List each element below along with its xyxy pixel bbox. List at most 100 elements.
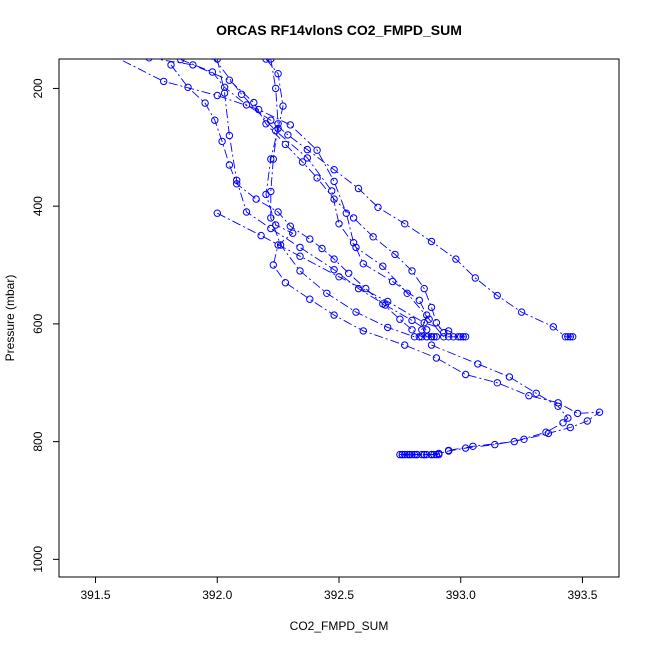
data-point — [388, 277, 397, 286]
data-point — [474, 360, 482, 368]
data-point — [401, 450, 409, 459]
data-point — [274, 208, 282, 216]
y-tick-label: 200 — [31, 78, 45, 98]
data-point — [279, 102, 287, 110]
data-point — [318, 244, 326, 253]
data-point — [418, 450, 426, 459]
data-point — [201, 99, 209, 107]
data-point — [313, 174, 321, 182]
data-point — [420, 450, 428, 459]
data-point — [469, 442, 477, 450]
data-point — [252, 195, 260, 203]
data-point — [420, 319, 428, 327]
series-line — [216, 59, 437, 338]
data-point — [408, 316, 416, 325]
data-point — [281, 140, 290, 149]
data-point — [396, 315, 404, 323]
x-axis: 391.5 392.0 392.5 393.0 393.5 — [81, 576, 598, 602]
series-line — [270, 59, 420, 338]
data-point — [432, 354, 441, 362]
data-point — [177, 59, 185, 64]
data-point — [281, 279, 290, 287]
data-point — [432, 450, 441, 459]
y-tick-label: 1000 — [31, 546, 45, 573]
data-point — [440, 333, 448, 341]
data-point — [284, 131, 292, 139]
data-point — [423, 311, 431, 319]
data-point — [233, 180, 241, 188]
data-point — [452, 255, 460, 263]
data-point — [220, 89, 229, 97]
data-point — [457, 333, 465, 341]
data-point — [267, 214, 275, 222]
data-point — [262, 190, 270, 199]
data-point — [369, 233, 377, 241]
x-tick-label: 392.5 — [324, 588, 354, 602]
data-point — [444, 446, 453, 455]
data-point — [493, 379, 501, 387]
data-point — [423, 326, 431, 334]
data-point — [564, 333, 572, 341]
data-point — [595, 408, 604, 416]
data-point — [237, 90, 246, 99]
data-point — [583, 417, 591, 425]
data-point — [410, 333, 419, 341]
data-point — [330, 266, 338, 274]
data-point — [354, 284, 363, 293]
data-point — [330, 311, 338, 319]
data-point — [345, 269, 353, 277]
data-point — [306, 235, 314, 243]
data-point — [423, 450, 431, 459]
data-point — [189, 61, 197, 69]
data-point — [328, 187, 336, 195]
data-point — [213, 91, 222, 100]
series-line — [265, 59, 602, 456]
data-point — [359, 327, 367, 335]
data-point — [167, 61, 175, 69]
plot-frame — [58, 58, 620, 578]
data-point — [242, 101, 251, 109]
data-point — [323, 289, 331, 297]
data-point — [517, 308, 526, 316]
data-point — [220, 83, 229, 92]
series-line — [217, 212, 466, 338]
data-point — [427, 333, 436, 341]
data-point — [549, 323, 557, 331]
data-point — [352, 308, 360, 316]
data-point — [396, 450, 404, 459]
data-point — [564, 414, 572, 422]
data-point — [561, 333, 570, 341]
data-point — [525, 392, 533, 400]
data-point — [532, 389, 540, 397]
data-point — [408, 326, 416, 334]
data-point — [379, 262, 387, 270]
chart-title: ORCAS RF14vlonS CO2_FMPD_SUM — [216, 22, 462, 38]
data-point — [208, 68, 217, 76]
data-point — [330, 255, 338, 263]
data-point — [505, 373, 514, 381]
data-point — [184, 83, 192, 92]
data-point — [493, 291, 501, 300]
data-point — [269, 261, 277, 269]
data-point — [554, 402, 562, 410]
x-tick-label: 392.0 — [202, 588, 232, 602]
data-point — [105, 50, 111, 56]
data-point — [210, 59, 215, 60]
data-point — [225, 76, 234, 84]
series-line — [153, 59, 464, 338]
data-point — [359, 260, 367, 268]
data-point — [269, 155, 277, 163]
data-point — [267, 224, 275, 233]
data-point — [274, 70, 282, 78]
data-point — [218, 137, 226, 146]
data-point — [267, 59, 275, 63]
data-point — [384, 297, 392, 306]
data-point — [573, 409, 582, 418]
series-line — [180, 59, 573, 338]
data-point — [349, 214, 358, 222]
y-tick-label: 800 — [31, 431, 45, 451]
x-axis-label: CO2_FMPD_SUM — [290, 619, 389, 633]
data-point — [242, 208, 251, 216]
data-point — [250, 98, 258, 107]
